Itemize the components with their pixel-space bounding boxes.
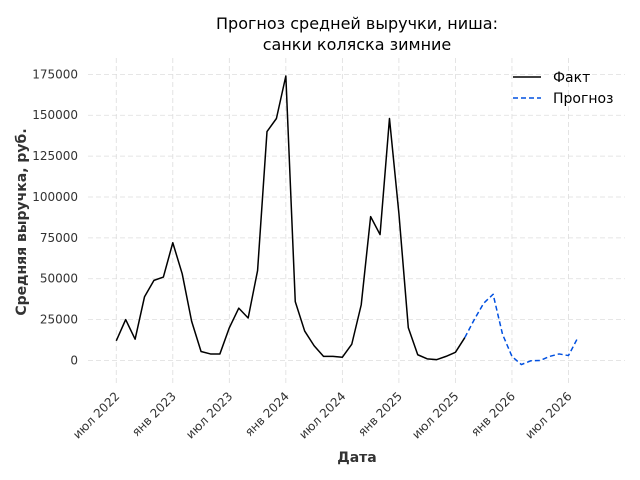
legend-label-0: Факт — [553, 70, 590, 86]
x-tick-label: июл 2022 — [70, 389, 122, 441]
legend-label-1: Прогноз — [553, 91, 614, 107]
y-tick-label: 125000 — [32, 149, 78, 163]
x-tick-label: июл 2025 — [409, 389, 461, 441]
chart-title-line-2: санки коляска зимние — [263, 35, 452, 54]
y-tick-label: 75000 — [40, 231, 78, 245]
chart-title-line-1: Прогноз средней выручки, ниша: — [216, 14, 498, 33]
y-axis-ticks: 0 25000 50000 75000 100000 125000 150000 175000 — [32, 67, 78, 367]
y-axis-title: Средняя выручка, руб. — [14, 128, 30, 315]
y-tick-label: 25000 — [40, 313, 78, 327]
y-tick-label: 150000 — [32, 108, 78, 122]
legend: Факт Прогноз — [513, 70, 614, 107]
x-axis-title: Дата — [337, 450, 376, 466]
y-tick-label: 175000 — [32, 67, 78, 81]
series-group — [115, 75, 579, 366]
x-tick-label: янв 2026 — [468, 389, 518, 439]
x-tick-label: июл 2026 — [522, 389, 574, 441]
y-tick-label: 100000 — [32, 190, 78, 204]
y-tick-label: 50000 — [40, 272, 78, 286]
x-tick-label: июл 2024 — [296, 389, 348, 441]
x-tick-label: июл 2023 — [183, 389, 235, 441]
y-tick-label: 0 — [70, 353, 78, 367]
x-tick-label: янв 2024 — [242, 389, 292, 439]
series-line-forecast — [464, 293, 579, 366]
x-axis-ticks: июл 2022 янв 2023 июл 2023 янв 2024 июл 2024… — [70, 389, 574, 441]
x-tick-label: янв 2023 — [129, 389, 179, 439]
x-tick-label: янв 2025 — [355, 389, 405, 439]
grid — [88, 58, 625, 385]
series-line-fact — [115, 75, 466, 361]
